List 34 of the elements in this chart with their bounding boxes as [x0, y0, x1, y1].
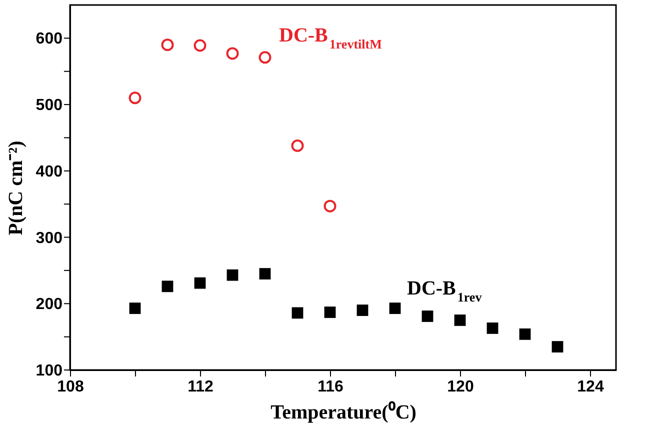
point	[258, 51, 272, 64]
point	[161, 38, 174, 52]
point	[162, 280, 174, 292]
point	[226, 269, 238, 281]
y-tick-label: 300	[36, 230, 63, 247]
point	[389, 302, 401, 314]
point	[324, 200, 336, 212]
point	[129, 302, 141, 314]
point	[226, 47, 239, 60]
x-tick-label: 116	[318, 378, 344, 396]
point	[194, 277, 206, 289]
point	[292, 307, 304, 319]
point	[422, 310, 434, 322]
y-tick-label: 500	[36, 97, 63, 114]
x-tick-label: 120	[447, 378, 474, 396]
point	[486, 322, 498, 334]
point	[552, 341, 564, 352]
y-tick-label: 400	[36, 163, 63, 180]
point	[356, 304, 368, 316]
point	[454, 314, 466, 326]
x-tick-label: 112	[188, 378, 214, 396]
x-axis-title: Temperature(⁰C)	[270, 400, 416, 424]
point	[259, 268, 271, 280]
point	[291, 139, 304, 152]
point	[128, 92, 142, 104]
x-tick-label: 108	[57, 378, 84, 396]
y-tick-label: 600	[36, 30, 63, 48]
y-tick-label: 100	[36, 362, 63, 380]
y-axis-title: P(nC cm⁻²)	[4, 140, 27, 236]
y-tick-label: 200	[36, 296, 63, 314]
x-tick-label: 124	[577, 378, 604, 396]
point	[324, 306, 336, 318]
point	[194, 39, 206, 52]
point	[519, 328, 531, 340]
